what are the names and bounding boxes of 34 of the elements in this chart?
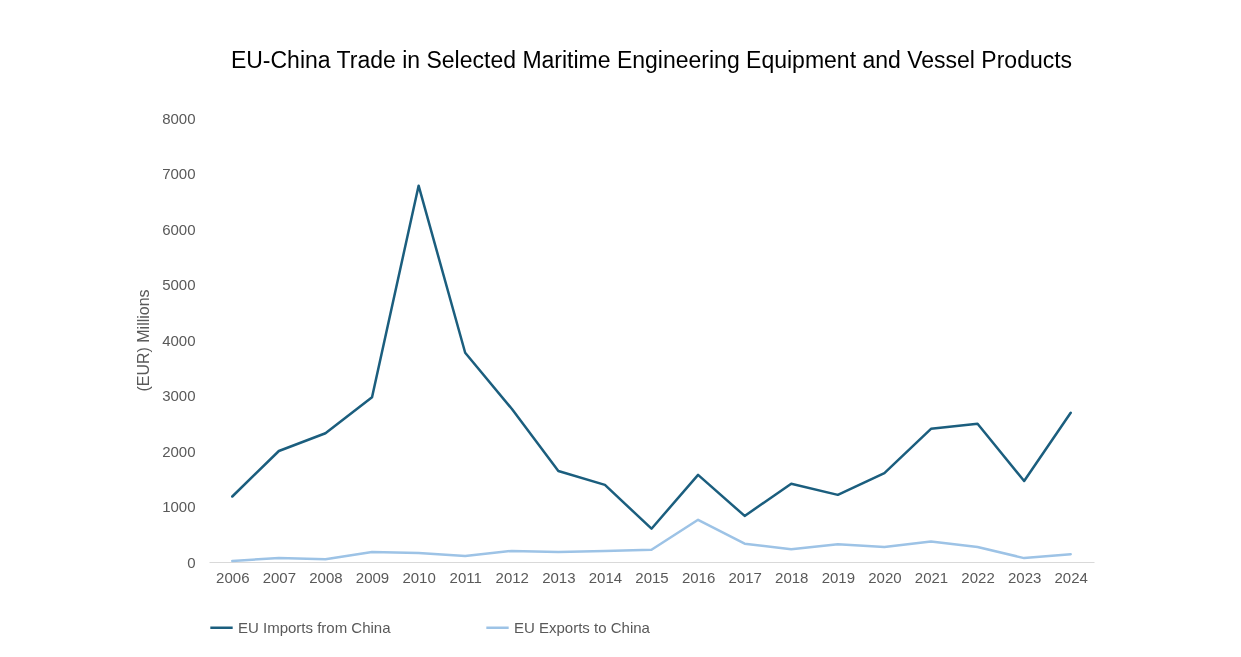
x-tick-label: 2012 xyxy=(495,568,529,586)
chart-title: EU-China Trade in Selected Maritime Engineering Equipment and Vessel Products xyxy=(230,47,1073,73)
legend-label: EU Imports from China xyxy=(238,618,392,636)
x-tick-label: 2006 xyxy=(216,568,250,586)
x-tick-label: 2019 xyxy=(821,568,855,586)
y-tick-label: 7000 xyxy=(162,165,196,182)
x-tick-label: 2011 xyxy=(449,568,482,586)
x-tick-label: 2008 xyxy=(309,568,343,586)
y-tick-label: 4000 xyxy=(162,331,196,349)
x-tick-label: 2024 xyxy=(1054,568,1088,586)
line-series xyxy=(231,184,1072,530)
x-tick-label: 2014 xyxy=(588,568,623,586)
legend-label: EU Exports to China xyxy=(514,618,651,636)
y-tick-label: 8000 xyxy=(162,109,196,127)
x-tick-label: 2015 xyxy=(635,568,669,586)
x-tick-label: 2021 xyxy=(914,568,949,586)
x-tick-label: 2018 xyxy=(775,568,809,586)
y-tick-label: 0 xyxy=(187,553,196,571)
x-tick-label: 2007 xyxy=(262,568,297,586)
x-tick-label: 2009 xyxy=(355,568,390,586)
y-axis-title: (EUR) Millions xyxy=(135,289,153,392)
x-tick-label: 2013 xyxy=(542,568,576,586)
x-tick-label: 2023 xyxy=(1007,568,1042,586)
y-tick-label: 1000 xyxy=(162,498,196,515)
y-tick-label: 5000 xyxy=(162,276,196,293)
x-tick-label: 2017 xyxy=(728,568,762,586)
x-tick-label: 2016 xyxy=(681,568,716,586)
y-tick-label: 3000 xyxy=(162,387,196,404)
x-tick-label: 2020 xyxy=(868,568,902,586)
x-tick-label: 2022 xyxy=(961,568,995,586)
y-tick-label: 6000 xyxy=(162,220,196,238)
y-tick-label: 2000 xyxy=(162,442,196,460)
x-tick-label: 2010 xyxy=(402,568,436,586)
line-series xyxy=(231,518,1072,563)
